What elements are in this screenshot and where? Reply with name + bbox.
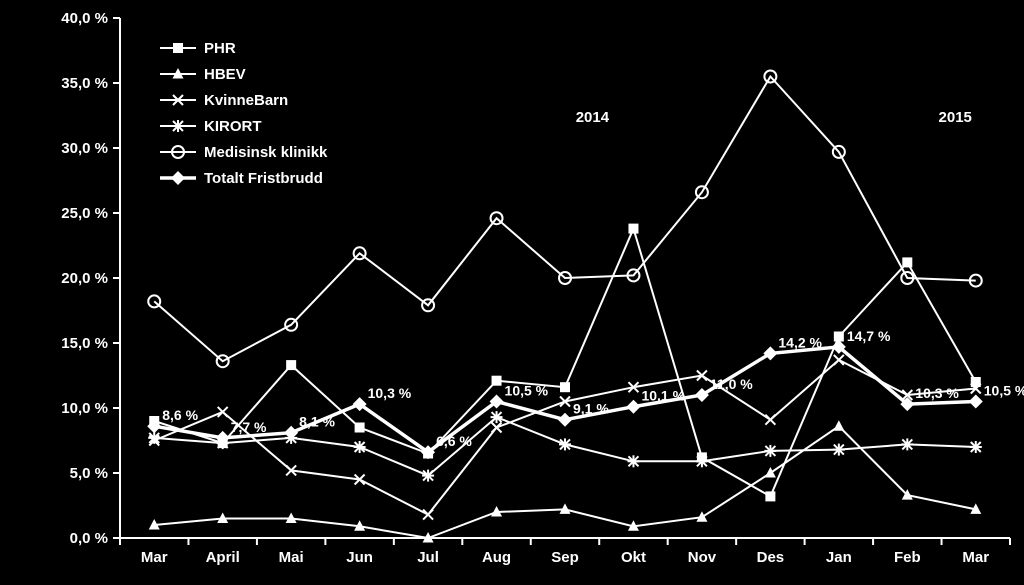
legend-label: Totalt Fristbrudd <box>204 170 323 187</box>
series-data-label: 7,7 % <box>231 419 267 435</box>
x-tick-label: Jul <box>417 549 439 566</box>
series-data-label: 9,1 % <box>573 401 609 417</box>
y-tick-label: 20,0 % <box>61 270 108 287</box>
legend-label: KvinneBarn <box>204 92 288 109</box>
x-tick-label: Mar <box>962 549 989 566</box>
legend-label: KIRORT <box>204 118 262 135</box>
x-tick-label: Aug <box>482 549 511 566</box>
series-data-label: 11,0 % <box>710 376 753 392</box>
series-data-label: 14,2 % <box>778 334 822 350</box>
legend-label: PHR <box>204 40 236 57</box>
legend-label: Medisinsk klinikk <box>204 144 328 161</box>
x-tick-label: Jun <box>346 549 373 566</box>
year-annotation: 2015 <box>939 109 972 126</box>
line-chart: 0,0 % 5,0 % 10,0 % 15,0 % 20,0 % 25,0 % 30,0 %… <box>0 0 1024 585</box>
series-line <box>154 229 976 497</box>
x-tick-label: Mar <box>141 549 168 566</box>
y-tick-label: 10,0 % <box>61 400 108 417</box>
series-data-label: 14,7 % <box>847 328 891 344</box>
x-tick-label: Mai <box>279 549 304 566</box>
x-tick-label: Des <box>757 549 785 566</box>
series-data-label: 10,5 % <box>984 383 1024 399</box>
chart-svg: 0,0 % 5,0 % 10,0 % 15,0 % 20,0 % 25,0 % 30,0 %… <box>0 0 1024 585</box>
y-tick-label: 35,0 % <box>61 75 108 92</box>
legend-label: HBEV <box>204 66 246 83</box>
series-data-label: 10,3 % <box>915 385 959 401</box>
y-tick-label: 0,0 % <box>70 530 108 547</box>
series-data-label: 6,6 % <box>436 433 472 449</box>
series-data-label: 8,1 % <box>299 414 335 430</box>
x-tick-label: Nov <box>688 549 717 566</box>
series-data-label: 8,6 % <box>162 407 198 423</box>
x-tick-label: Okt <box>621 549 646 566</box>
series-data-label: 10,3 % <box>368 385 412 401</box>
x-tick-label: Jan <box>826 549 852 566</box>
year-annotation: 2014 <box>576 109 610 126</box>
series-data-label: 10,5 % <box>505 383 549 399</box>
y-tick-label: 5,0 % <box>70 465 108 482</box>
y-tick-label: 25,0 % <box>61 205 108 222</box>
y-tick-label: 15,0 % <box>61 335 108 352</box>
series-data-label: 10,1 % <box>641 388 685 404</box>
series-line <box>154 77 976 362</box>
y-tick-label: 40,0 % <box>61 10 108 27</box>
x-tick-label: Feb <box>894 549 921 566</box>
series-line <box>154 347 976 452</box>
x-tick-label: Sep <box>551 549 579 566</box>
x-tick-label: April <box>206 549 240 566</box>
y-tick-label: 30,0 % <box>61 140 108 157</box>
